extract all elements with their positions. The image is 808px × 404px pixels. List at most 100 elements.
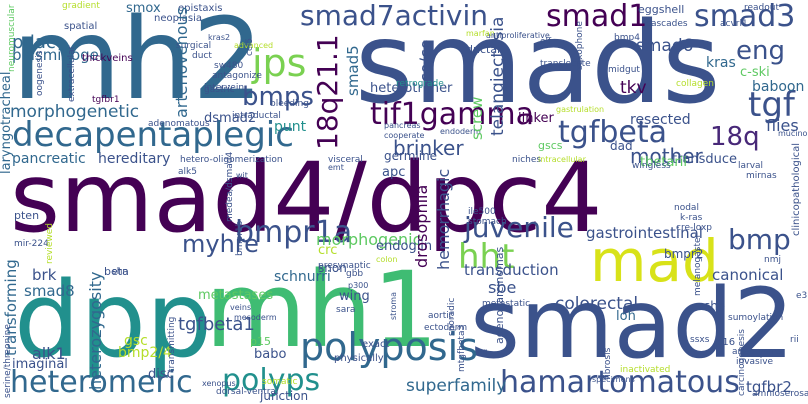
word: 18q — [710, 122, 760, 152]
word: mir-224 — [14, 239, 49, 249]
word: saxophone — [575, 21, 585, 70]
word: eggshell — [638, 3, 685, 16]
word: sho — [704, 299, 726, 313]
word: stroma — [389, 291, 398, 320]
word: wg — [476, 347, 488, 356]
word: heterotrimer — [370, 81, 453, 96]
word: superfamily — [406, 376, 507, 396]
word: alk1 — [32, 344, 66, 363]
word: alk5 — [178, 167, 197, 177]
word: mad — [590, 227, 719, 295]
word: acvrl1 — [720, 19, 748, 29]
word: pten — [14, 209, 40, 222]
word: dpp — [14, 259, 213, 381]
word: gastrulation — [556, 105, 605, 114]
word: punt — [274, 119, 307, 135]
word: polyps — [222, 363, 321, 398]
word: marfan — [466, 29, 495, 38]
word: bmpr1a — [235, 215, 353, 250]
word: collagen — [676, 79, 714, 89]
word: brk — [32, 266, 57, 284]
word: readout — [744, 3, 780, 13]
word: pancreas — [384, 121, 421, 130]
word: eng — [736, 36, 785, 66]
word: linker — [518, 111, 554, 126]
word: baboon — [752, 79, 805, 95]
word: bmps — [242, 82, 314, 112]
word: kras2 — [208, 33, 231, 42]
word: heterozygosity — [86, 271, 105, 390]
word: retrograde — [396, 79, 444, 89]
word: ile500 — [468, 207, 496, 217]
word: heteromeric — [10, 365, 193, 400]
word: resected — [630, 112, 691, 128]
word: 18q21.1 — [311, 34, 344, 150]
word: advanced — [234, 41, 274, 50]
word: stomach — [468, 217, 507, 227]
word: bmp — [728, 223, 791, 256]
word: transmitting — [167, 316, 177, 372]
word: hereditary — [98, 151, 171, 167]
word: emt — [328, 163, 344, 172]
word: cooperate — [384, 131, 425, 140]
word: ccl5 — [245, 37, 255, 56]
word: sara — [336, 305, 356, 315]
word: bleeding — [270, 99, 309, 109]
word: elf — [540, 37, 552, 47]
word: crc — [318, 243, 338, 258]
word: cascades — [646, 19, 688, 29]
word: serine/threonine — [3, 324, 13, 398]
word: hemorrhagic — [434, 168, 453, 270]
word: larval — [738, 161, 764, 171]
word: smad3 — [694, 0, 796, 34]
word: p15 — [250, 335, 271, 348]
word: cre-loxp — [676, 223, 713, 233]
word: junction — [260, 389, 309, 403]
word: wing — [339, 289, 370, 304]
word: duct — [192, 51, 212, 61]
word: ectoderm — [424, 323, 468, 333]
word: intracellular — [538, 155, 586, 164]
word: imaginal — [12, 357, 68, 372]
word: morphogenic — [316, 230, 422, 249]
word: reviewed — [45, 222, 55, 264]
word: gastric — [204, 85, 235, 95]
word: smad8 — [24, 282, 75, 300]
word: sbe — [488, 278, 517, 297]
word: e3 — [796, 291, 808, 301]
word: pancreatic — [12, 151, 86, 167]
word: bmpr2 — [664, 247, 704, 261]
word: rii — [790, 335, 799, 345]
word: bmp2/4 — [118, 345, 172, 361]
word: bmpr1b — [235, 220, 245, 256]
word: endoderm — [440, 127, 481, 136]
word: loh — [616, 309, 636, 324]
word: hetero-oligomerization — [180, 155, 283, 165]
word: tgfbr2 — [746, 378, 792, 396]
word: oogenesis — [35, 50, 45, 96]
word: hht — [458, 237, 515, 277]
word: drosophila — [412, 184, 431, 268]
word: plasminogen — [12, 46, 109, 64]
word: aneurysms — [732, 347, 782, 357]
word: midgut — [608, 65, 640, 75]
word: tgfbr1 — [92, 95, 120, 105]
word: epistaxis — [178, 3, 223, 14]
word: fibrosis — [603, 347, 613, 380]
word: inactivated — [620, 365, 671, 375]
word: gsc — [124, 333, 148, 349]
word: mh1 — [205, 249, 439, 371]
word: specimens — [592, 375, 635, 384]
word: antagonize — [212, 71, 262, 81]
word: mother — [630, 144, 703, 168]
word: adenomatous — [148, 119, 210, 129]
word: gastrointestinal — [586, 224, 703, 242]
word: telangiectasia — [488, 16, 508, 136]
word: antiproliferative — [486, 31, 550, 40]
word: germline — [384, 149, 438, 163]
word: jps — [252, 41, 307, 85]
word: neoplasia — [154, 13, 202, 24]
word: co/co — [416, 39, 435, 82]
word: colorectal — [555, 294, 639, 314]
